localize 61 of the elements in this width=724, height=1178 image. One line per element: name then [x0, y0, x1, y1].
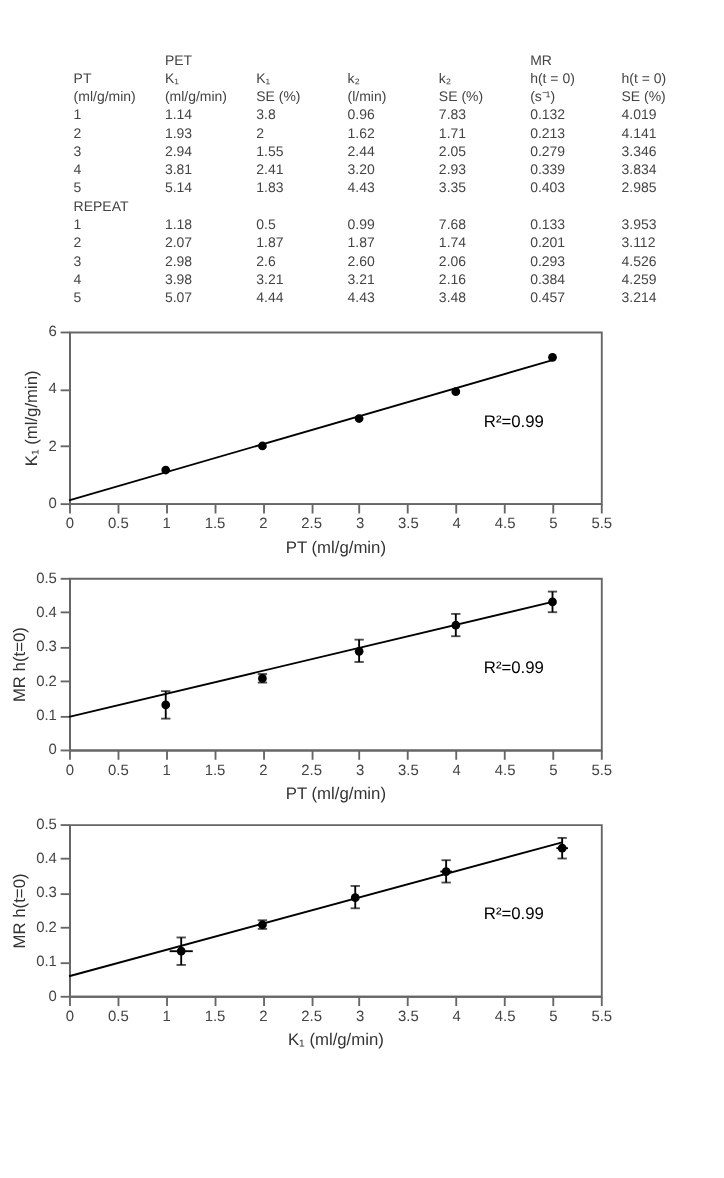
x-tick-label: 3	[355, 760, 365, 779]
x-tick-label: 4.5	[494, 760, 516, 779]
x-tick-label: 1	[162, 514, 171, 533]
y-tick-label: 6	[48, 322, 57, 341]
y-axis-title: K₁ (ml/g/min)	[21, 369, 42, 467]
x-tick-label: 2.5	[301, 514, 323, 533]
y-tick-label: 0.4	[36, 602, 57, 621]
y-tick-label: 0	[48, 740, 57, 759]
x-tick-label: 4	[452, 760, 461, 779]
x-axis-title: K₁ (ml/g/min)	[287, 1029, 385, 1050]
x-tick-label: 3.5	[398, 760, 419, 779]
x-tick-label: 2.5	[301, 760, 323, 779]
x-tick-label: 3	[355, 514, 365, 533]
x-tick-label: 0.5	[107, 760, 129, 779]
y-tick-label: 0.2	[36, 671, 57, 690]
x-tick-label: 5	[549, 514, 558, 533]
x-tick-label: 1.5	[204, 514, 226, 533]
x-tick-label: 1.5	[204, 1007, 226, 1026]
x-tick-label: 2.5	[301, 1007, 323, 1026]
x-tick-label: 0	[65, 514, 75, 533]
y-tick-label: 0.3	[36, 883, 57, 902]
y-tick-label: 0.1	[36, 705, 57, 724]
x-tick-label: 4.5	[494, 1007, 516, 1026]
x-tick-label: 5.5	[591, 1007, 613, 1026]
x-tick-label: 0.5	[107, 514, 129, 533]
y-tick-label: 2	[48, 436, 57, 455]
y-tick-label: 0.3	[36, 637, 57, 656]
x-tick-label: 5.5	[591, 514, 613, 533]
annotation: R²=0.99	[483, 903, 545, 924]
x-tick-label: 1	[162, 1007, 171, 1026]
y-tick-label: 0	[48, 493, 57, 512]
x-tick-label: 4	[452, 1007, 461, 1026]
x-tick-label: 2	[259, 514, 268, 533]
y-tick-label: 0	[48, 986, 57, 1005]
x-tick-label: 1.5	[204, 760, 226, 779]
x-axis-title: PT (ml/g/min)	[285, 536, 387, 557]
x-tick-label: 0	[65, 1007, 75, 1026]
x-tick-label: 5	[549, 760, 558, 779]
x-axis-title: PT (ml/g/min)	[285, 782, 387, 803]
annotation: R²=0.99	[483, 657, 545, 678]
y-axis-title: MR h(t=0)	[8, 873, 29, 949]
x-tick-label: 3	[355, 1007, 365, 1026]
x-tick-label: 0.5	[107, 1007, 129, 1026]
y-tick-label: 0.1	[36, 952, 57, 971]
x-tick-label: 0	[65, 760, 75, 779]
x-tick-label: 1	[162, 760, 171, 779]
annotation: R²=0.99	[483, 410, 545, 431]
x-tick-label: 5	[549, 1007, 558, 1026]
y-tick-label: 0.5	[36, 568, 57, 587]
x-tick-label: 3.5	[398, 1007, 419, 1026]
y-axis-title: MR h(t=0)	[8, 626, 29, 703]
x-tick-label: 4	[452, 514, 461, 533]
x-tick-label: 5.5	[591, 760, 613, 779]
x-tick-label: 3.5	[398, 514, 419, 533]
x-tick-label: 2	[259, 1007, 268, 1026]
x-tick-label: 4.5	[494, 514, 516, 533]
x-tick-label: 2	[259, 760, 268, 779]
y-tick-label: 0.5	[36, 814, 57, 833]
y-tick-label: 4	[48, 379, 57, 398]
y-tick-label: 0.2	[36, 917, 57, 936]
y-tick-label: 0.4	[36, 849, 57, 868]
